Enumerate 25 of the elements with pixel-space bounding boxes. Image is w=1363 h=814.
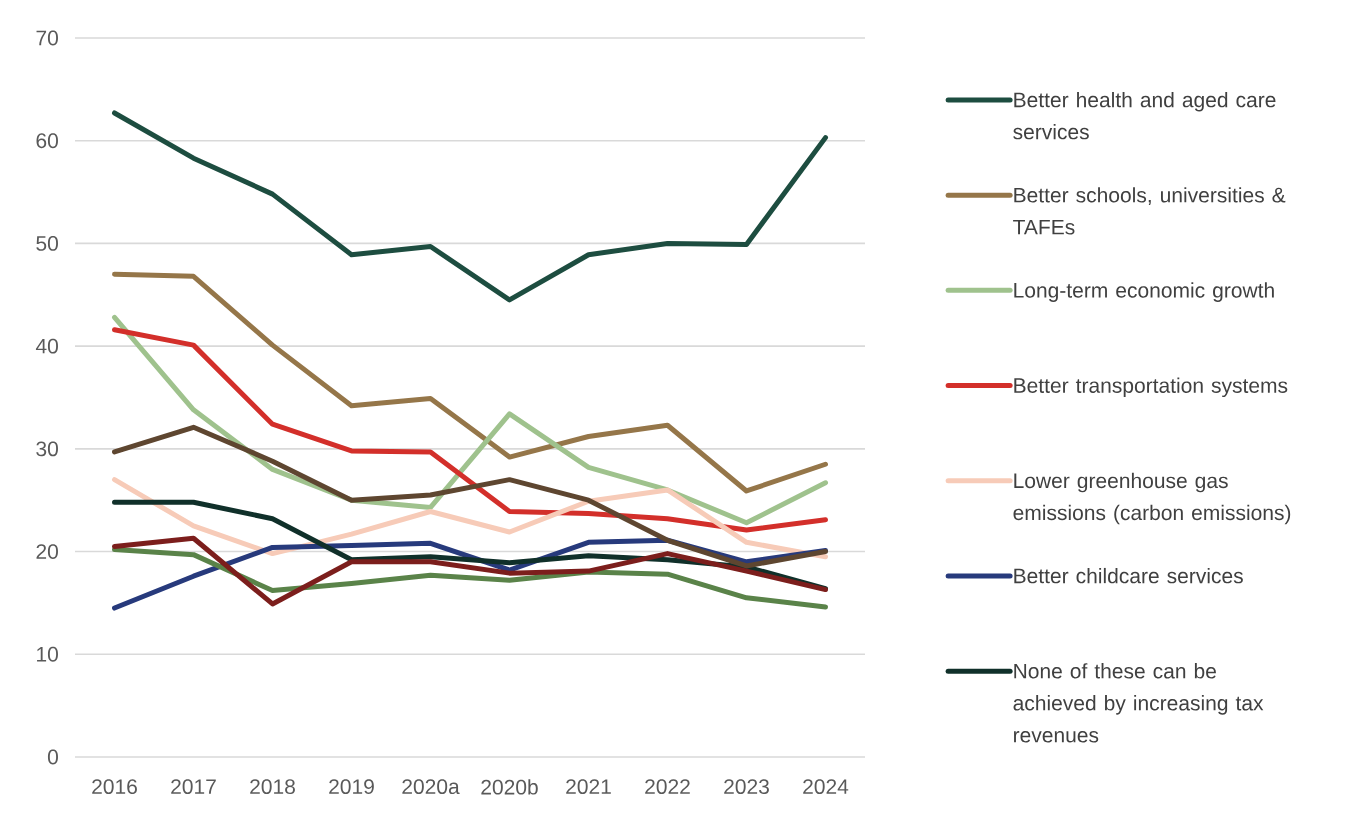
legend-label: Lower greenhouse gas emissions (carbon emissions): [1013, 472, 1291, 525]
x-tick-label: 2020a: [402, 779, 460, 795]
y-tick-label: 30: [36, 441, 58, 457]
x-tick-label: 2016: [92, 779, 137, 795]
x-tick-label: 2021: [566, 779, 611, 795]
y-tick-label: 40: [35, 338, 58, 354]
legend-label: Better schools, universities & TAFEs: [1013, 187, 1286, 235]
x-tick-label: 2017: [171, 779, 216, 795]
legend-label: Long-term economic growth: [1014, 282, 1274, 302]
y-tick-label: 20: [36, 544, 58, 559]
x-tick-label: 2023: [724, 779, 769, 795]
legend-label: Better childcare services: [1014, 567, 1243, 584]
y-tick-label: 0: [47, 749, 58, 765]
legend-label: Better transportation systems: [1014, 377, 1288, 398]
x-tick-label: 2019: [329, 779, 374, 795]
x-tick-label: 2024: [803, 779, 849, 795]
x-tick-label: 2020b: [481, 779, 538, 795]
y-tick-label: 50: [36, 235, 58, 251]
x-tick-label: 2022: [645, 779, 690, 795]
legend-label: Better health and aged care services: [1013, 91, 1276, 140]
y-tick-label: 60: [36, 133, 58, 149]
x-tick-label: 2018: [250, 779, 295, 795]
legend-label: None of these can be achieved by increasing tax revenues: [1013, 663, 1264, 743]
y-tick-label: 10: [37, 646, 58, 662]
y-tick-label: 70: [36, 30, 58, 46]
